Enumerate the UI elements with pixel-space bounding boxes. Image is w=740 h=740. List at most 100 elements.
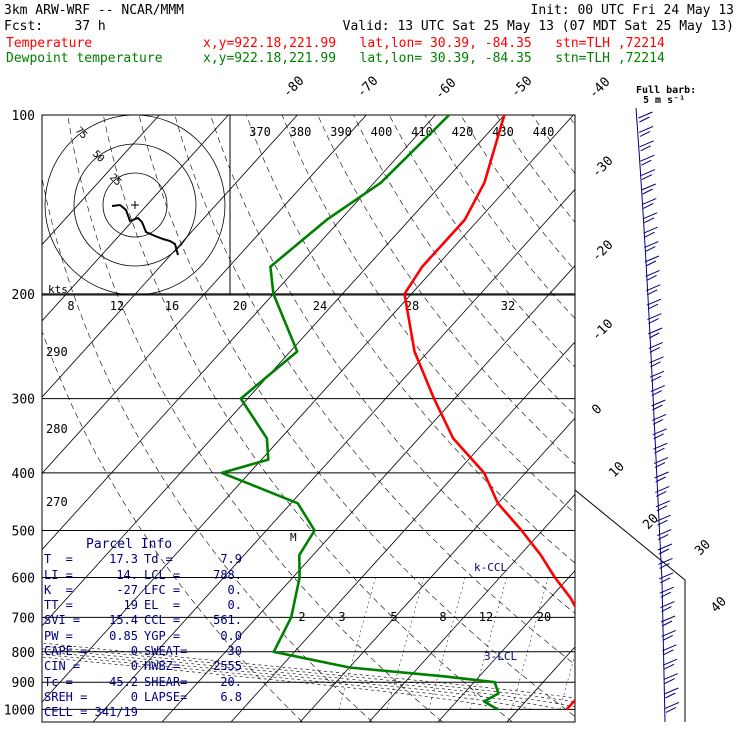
dry-adiabat <box>711 115 740 722</box>
dewpoint-point <box>296 350 299 353</box>
wind-barb <box>642 212 658 224</box>
wind-barb <box>644 241 659 253</box>
wind-barb <box>655 485 670 497</box>
parcel-info-value: 20. <box>220 674 242 689</box>
moist-adiabat <box>42 656 505 710</box>
parcel-info-label: YGP = <box>144 628 181 643</box>
parcel-info-label: CCL = <box>144 613 181 628</box>
moist-adiabat <box>42 645 575 703</box>
theta-label: 440 <box>533 125 555 139</box>
isotherm-label: -70 <box>354 74 381 101</box>
wind-barb <box>643 226 658 238</box>
mixing-ratio-line <box>338 577 376 710</box>
moist-adiabat <box>42 653 533 710</box>
ccl-marker: k-CCL <box>474 561 507 574</box>
wind-barb <box>657 529 672 541</box>
isotherm-label: -30 <box>589 154 616 181</box>
wind-barb <box>656 514 671 526</box>
parcel-info-value: 341/19 <box>94 705 138 720</box>
parcel-info-panel: Parcel Info T = 17.3 Td = 7.9 LI = 14. LCL = 78… <box>44 537 244 721</box>
dewpoint-legend: Dewpoint temperature <box>6 51 163 66</box>
moist-adiabat <box>42 648 575 708</box>
parcel-info-label: SVI = <box>44 613 81 628</box>
pressure-label: 200 <box>12 288 35 303</box>
wind-barb <box>644 255 660 267</box>
dewpoint-point <box>297 502 299 505</box>
mixing-ratio-label: 2 <box>298 610 305 624</box>
mixing-ratio-label: 5 <box>390 610 397 624</box>
speed-tick-label: 16 <box>165 299 179 313</box>
parcel-info-row: PW = 0.85 YGP = 0.0 <box>44 629 244 644</box>
parcel-info-label: PW = <box>44 628 73 643</box>
parcel-info-value: 0.85 <box>109 628 138 643</box>
parcel-info-row: K = -27 LFC = 0. <box>44 583 244 598</box>
parcel-info-label: Tc = <box>44 674 73 689</box>
isotherm-label: -10 <box>589 317 616 344</box>
temperature-point <box>540 554 542 556</box>
wind-barb <box>653 457 669 469</box>
parcel-info-row: Tc = 45.2 SHEAR= 20. <box>44 675 244 690</box>
parcel-info-row: SVI = 15.4 CCL = 561. <box>44 613 244 628</box>
parcel-info-value <box>196 705 242 720</box>
temperature-point <box>577 681 579 683</box>
wind-barb <box>660 601 675 613</box>
isotherm-line <box>42 115 298 398</box>
mixing-ratio-label: 3 <box>338 610 345 624</box>
theta-left-label: 280 <box>46 422 68 436</box>
theta-label: 400 <box>371 125 393 139</box>
parcel-info-value: 788. <box>213 567 242 582</box>
dewpoint-point <box>266 437 268 440</box>
theta-label: 420 <box>452 125 474 139</box>
parcel-info-label <box>138 705 196 720</box>
isotherm-line <box>368 493 575 722</box>
temperature-point <box>497 502 499 505</box>
plot-frame <box>41 114 576 723</box>
wind-barb <box>664 687 679 699</box>
wind-barb <box>646 298 662 310</box>
parcel-info-label: T = <box>44 552 73 567</box>
wind-barb <box>651 413 667 425</box>
isotherm-label: -50 <box>508 74 535 101</box>
theta-label: 410 <box>411 125 433 139</box>
wind-barb <box>655 500 671 512</box>
parcel-info-value: 6.8 <box>220 689 242 704</box>
frame-extension <box>574 489 686 722</box>
temperature-legend: Temperature <box>6 36 93 51</box>
dry-adiabat <box>460 115 575 271</box>
parcel-info-value: 2555 <box>213 659 242 674</box>
temperature-point <box>413 350 416 353</box>
dewpoint-point <box>267 458 270 461</box>
dewpoint-point <box>348 666 351 669</box>
isotherm-line <box>645 115 740 722</box>
pressure-label: 900 <box>12 676 35 691</box>
dewpoint-point <box>444 675 446 678</box>
wind-barb <box>659 572 674 584</box>
hodograph-ring-label: 50 <box>90 149 106 165</box>
dewpoint-point <box>380 181 382 184</box>
dry-adiabat <box>388 115 575 368</box>
parcel-info-label: LAPSE= <box>144 689 188 704</box>
hodograph-ring <box>73 143 197 267</box>
full-barb-title: Full barb: <box>636 85 696 96</box>
isotherm-line <box>161 265 575 722</box>
wind-barb <box>659 586 674 598</box>
mixing-ratio-label: 12 <box>479 610 493 624</box>
parcel-info-row: SREH = 0 LAPSE= 6.8 <box>44 690 244 705</box>
wind-barb <box>653 442 668 454</box>
dewpoint-point <box>240 397 242 400</box>
temperature-point <box>580 617 582 619</box>
wind-barb <box>651 399 666 411</box>
speed-tick-label: 20 <box>233 299 247 313</box>
temperature-location: x,y=922.18,221.99 lat,lon= 30.39, -84.35… <box>203 36 665 51</box>
isotherm-label: 40 <box>708 594 730 616</box>
wind-barb <box>661 629 676 641</box>
speed-tick-label: 12 <box>110 299 124 313</box>
pressure-label: 100 <box>12 109 35 124</box>
parcel-info-value: 561. <box>213 613 242 628</box>
wind-barb <box>657 543 673 555</box>
dewpoint-point <box>496 708 499 711</box>
pressure-label: 600 <box>12 572 35 587</box>
parcel-info-label: SREH = <box>44 689 88 704</box>
theta-left-label: 270 <box>46 495 68 509</box>
